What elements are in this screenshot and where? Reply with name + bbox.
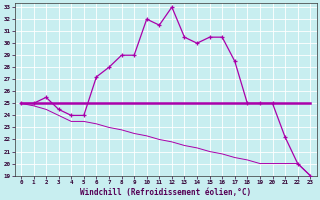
X-axis label: Windchill (Refroidissement éolien,°C): Windchill (Refroidissement éolien,°C) [80, 188, 251, 197]
